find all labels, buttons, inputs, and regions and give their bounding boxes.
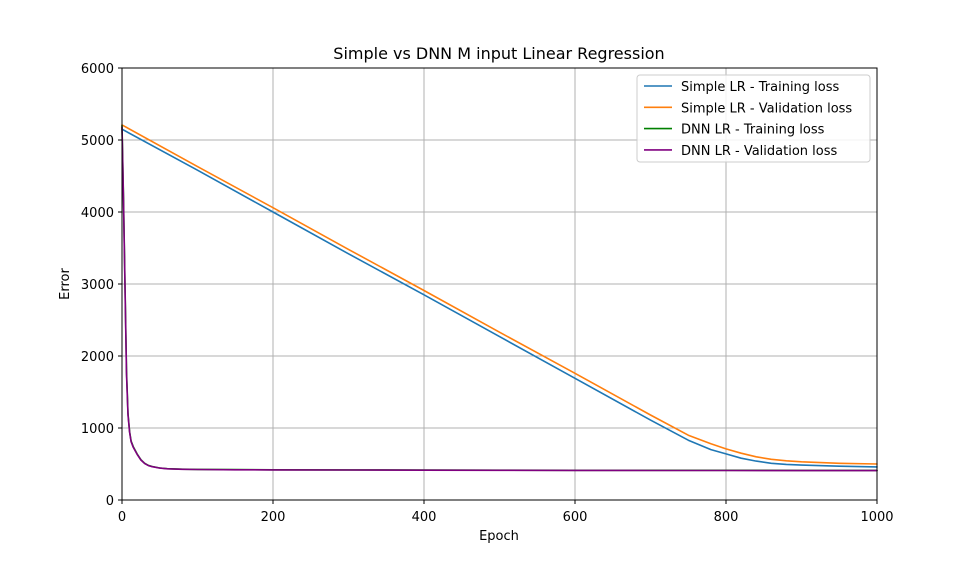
chart-title: Simple vs DNN M input Linear Regression xyxy=(333,44,664,63)
x-tick-label: 800 xyxy=(714,510,739,525)
series-layer xyxy=(121,124,878,472)
y-tick-label: 3000 xyxy=(81,278,114,293)
legend-box xyxy=(636,74,871,163)
y-axis-label: Error xyxy=(58,268,73,300)
x-axis-label: Epoch xyxy=(479,529,519,544)
legend-label: Simple LR - Validation loss xyxy=(681,101,852,116)
x-tick-label: 200 xyxy=(261,510,286,525)
y-axis: 0 1000 2000 3000 4000 5000 6000 xyxy=(81,62,122,509)
legend-label: DNN LR - Training loss xyxy=(681,123,825,138)
x-tick-label: 600 xyxy=(563,510,588,525)
legend-label: DNN LR - Validation loss xyxy=(681,144,837,159)
y-tick-label: 5000 xyxy=(81,134,114,149)
legend: Simple LR - Training loss Simple LR - Val… xyxy=(636,74,871,163)
x-tick-label: 0 xyxy=(118,510,126,525)
series-line-3 xyxy=(121,124,878,472)
series-line-4 xyxy=(121,126,878,472)
series-line-2 xyxy=(121,124,878,465)
x-axis: 0 200 400 600 800 1000 xyxy=(118,500,894,525)
y-tick-label: 2000 xyxy=(81,350,114,365)
y-tick-label: 1000 xyxy=(81,422,114,437)
x-tick-label: 400 xyxy=(412,510,437,525)
y-tick-label: 4000 xyxy=(81,206,114,221)
y-tick-label: 0 xyxy=(106,494,114,509)
x-tick-label: 1000 xyxy=(860,510,893,525)
y-tick-label: 6000 xyxy=(81,62,114,77)
series-line-1 xyxy=(121,128,878,468)
legend-label: Simple LR - Training loss xyxy=(681,80,840,95)
